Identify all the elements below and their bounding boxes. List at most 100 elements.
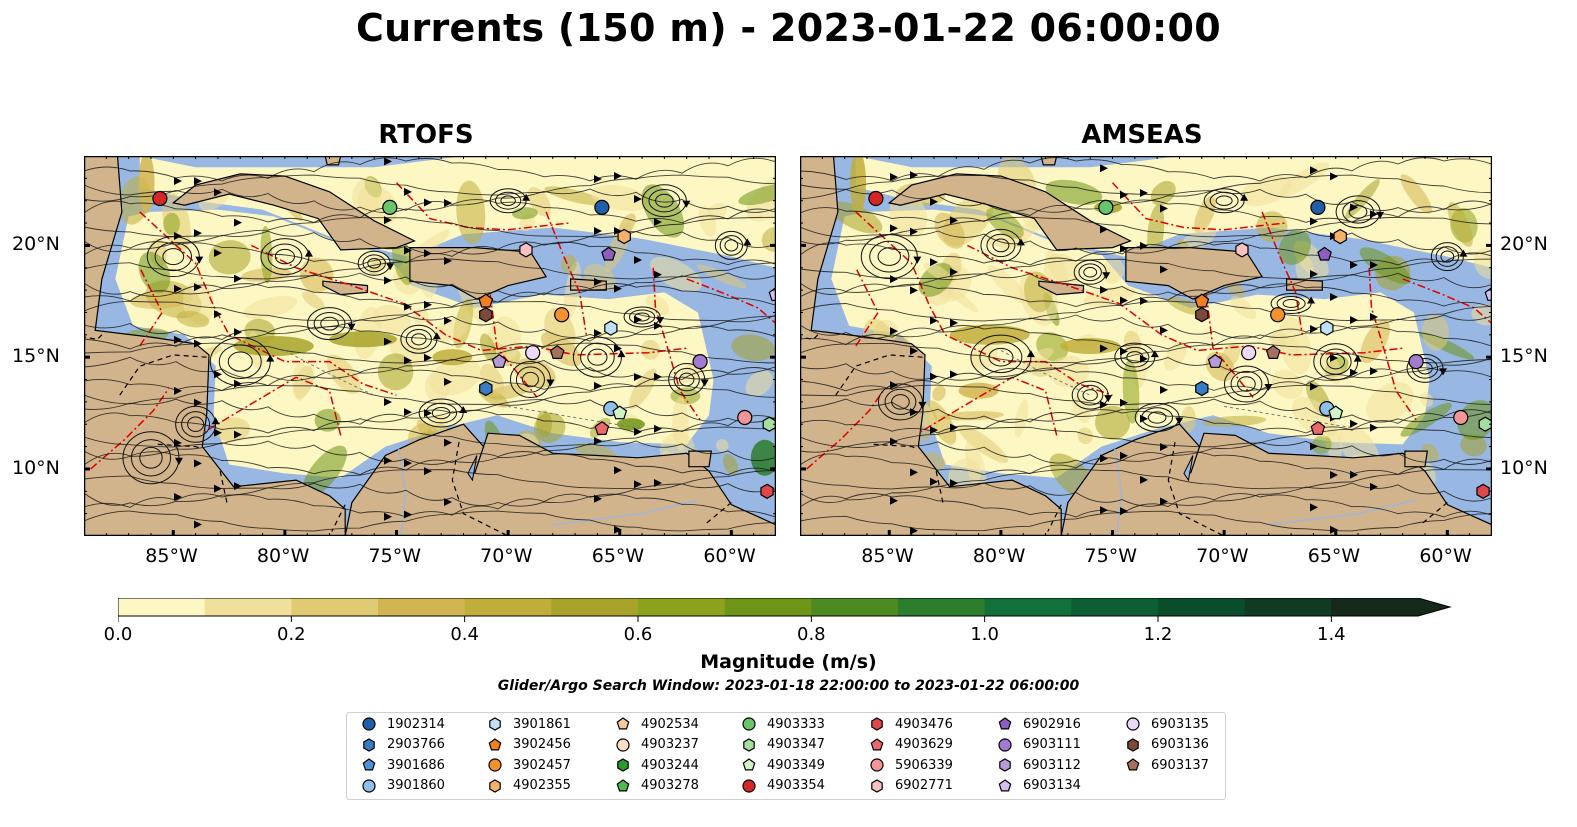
colorbar-tick-label: 1.4 bbox=[1317, 624, 1346, 645]
legend-item: 3902457 bbox=[487, 755, 571, 775]
lon-tick-label: 85°W bbox=[861, 545, 914, 567]
legend-label: 4903347 bbox=[767, 737, 825, 752]
streamline-eddy bbox=[1203, 188, 1245, 214]
float-marker bbox=[594, 420, 610, 435]
legend-item: 4903349 bbox=[741, 755, 825, 775]
legend-marker-icon bbox=[999, 758, 1011, 772]
legend-marker-icon bbox=[362, 717, 376, 731]
colorbar-tick-label: 1.0 bbox=[970, 624, 999, 645]
colorbar-tick-label: 0.2 bbox=[277, 624, 306, 645]
float-marker bbox=[1195, 380, 1209, 397]
legend-marker-icon bbox=[870, 758, 884, 772]
streamline-eddy bbox=[1071, 380, 1109, 410]
float-marker bbox=[617, 228, 631, 245]
legend-marker bbox=[1126, 758, 1140, 771]
legend-marker-icon bbox=[362, 778, 376, 793]
float-marker bbox=[549, 344, 565, 359]
legend-item: 6902771 bbox=[869, 776, 953, 796]
legend-label: 4902534 bbox=[641, 716, 699, 732]
float-marker bbox=[382, 199, 398, 216]
colorbar-label: Magnitude (m/s) bbox=[700, 651, 877, 673]
colorbar-segment bbox=[204, 598, 292, 616]
lon-tick-label: 85°W bbox=[145, 545, 198, 567]
colorbar-segment bbox=[638, 598, 726, 616]
legend-marker bbox=[362, 717, 376, 731]
float-marker bbox=[491, 353, 507, 368]
legend-marker bbox=[489, 717, 501, 731]
legend-item: 6903134 bbox=[997, 776, 1081, 796]
float-marker bbox=[479, 307, 493, 323]
colorbar-segment bbox=[898, 598, 986, 616]
legend-label: 6903135 bbox=[1151, 716, 1209, 732]
legend-label: 6903112 bbox=[1023, 757, 1081, 773]
legend-marker bbox=[616, 717, 630, 730]
legend-item: 6902916 bbox=[997, 714, 1081, 734]
legend-item: 2903766 bbox=[361, 735, 445, 755]
float-marker bbox=[1098, 199, 1114, 216]
legend-label: 3901686 bbox=[387, 757, 445, 773]
legend-item: 4903237 bbox=[615, 735, 699, 755]
legend-marker-icon bbox=[1126, 758, 1140, 771]
float-marker bbox=[1320, 320, 1334, 336]
colorbar-segment bbox=[118, 598, 206, 616]
streamline-eddy bbox=[980, 228, 1022, 262]
legend-item: 6903135 bbox=[1125, 714, 1209, 734]
colorbar-segment bbox=[551, 598, 639, 616]
colorbar-segment bbox=[811, 598, 899, 616]
legend-marker bbox=[488, 737, 502, 750]
land-mass bbox=[409, 247, 548, 300]
legend-item: 3901686 bbox=[361, 755, 445, 775]
legend-label: 4903354 bbox=[767, 778, 825, 793]
legend-marker-icon bbox=[488, 737, 502, 750]
float-marker bbox=[1207, 353, 1223, 368]
legend-marker-icon bbox=[616, 737, 630, 752]
float-marker bbox=[737, 409, 753, 426]
map-frame bbox=[799, 155, 1493, 537]
legend-label: 6903136 bbox=[1151, 737, 1209, 752]
lon-tick-label: 70°W bbox=[1196, 545, 1249, 567]
legend-label: 4903476 bbox=[895, 716, 953, 732]
legend-marker bbox=[999, 758, 1011, 772]
panel-title-rtofs: RTOFS bbox=[378, 120, 474, 150]
legend-item: 3902456 bbox=[487, 735, 571, 755]
float-marker bbox=[554, 307, 570, 323]
colorbar-segment bbox=[378, 598, 466, 616]
map-svg bbox=[799, 150, 1493, 537]
land-mass bbox=[1038, 280, 1085, 296]
legend-marker-icon bbox=[998, 778, 1012, 791]
legend-marker-icon bbox=[871, 778, 883, 793]
legend-marker bbox=[870, 737, 884, 750]
legend-marker bbox=[363, 737, 375, 752]
float-marker bbox=[612, 405, 628, 420]
legend-label: 4903278 bbox=[641, 778, 699, 793]
float-marker bbox=[868, 190, 884, 207]
colorbar-bar bbox=[117, 597, 1452, 622]
legend-item: 4902355 bbox=[487, 776, 571, 796]
legend-item: 4903278 bbox=[615, 776, 699, 796]
legend-item: 6903136 bbox=[1125, 735, 1209, 755]
land-mass bbox=[171, 173, 416, 251]
legend-label: 6902771 bbox=[895, 778, 953, 793]
land-mass bbox=[84, 156, 346, 536]
map-frame bbox=[83, 155, 777, 537]
float-marker bbox=[1328, 405, 1344, 420]
legend-label: 4902355 bbox=[513, 778, 571, 793]
panel-title-amseas: AMSEAS bbox=[1081, 120, 1203, 150]
float-marker bbox=[1194, 293, 1210, 308]
legend-marker-icon bbox=[742, 717, 756, 731]
land-mass bbox=[688, 450, 712, 468]
legend-label: 4903244 bbox=[641, 757, 699, 773]
lon-tick-label: 65°W bbox=[1307, 545, 1361, 567]
legend-marker bbox=[617, 758, 629, 772]
legend-marker-icon bbox=[488, 758, 502, 772]
colorbar: 0.0 0.2 0.4 0.6 0.8 1.0 1.2 1.4 bbox=[104, 597, 1458, 668]
colorbar-segment bbox=[984, 598, 1072, 616]
legend-item: 5906339 bbox=[869, 755, 953, 775]
legend-marker-icon bbox=[363, 737, 375, 752]
lon-tick-label: 80°W bbox=[972, 545, 1026, 567]
float-marker bbox=[601, 246, 616, 261]
legend-label: 4903629 bbox=[895, 737, 953, 752]
float-marker bbox=[1310, 420, 1326, 435]
lat-tick-label-right: 10°N bbox=[1500, 456, 1548, 479]
land-mass bbox=[800, 156, 1062, 536]
